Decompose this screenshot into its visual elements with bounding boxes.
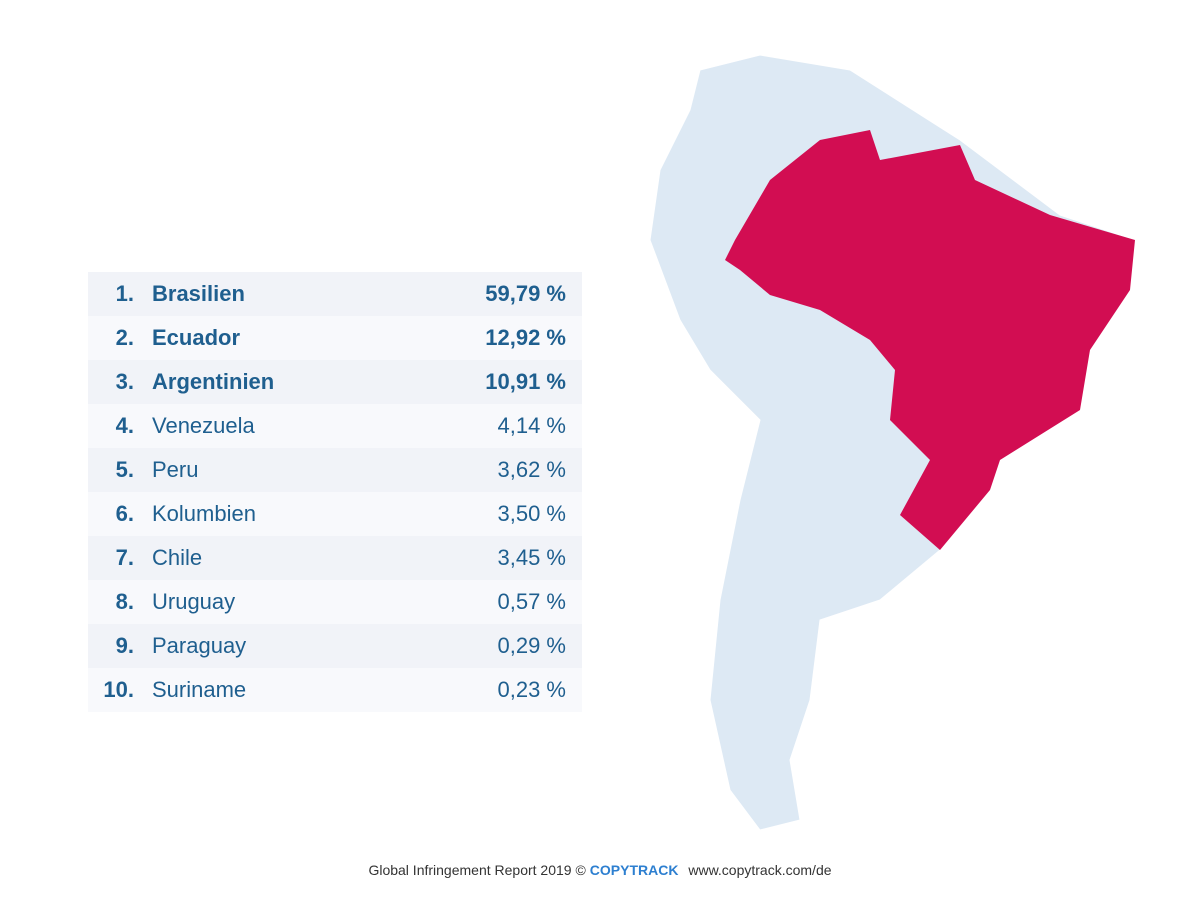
country: Kolumbien xyxy=(152,501,256,526)
share: 0,57 % xyxy=(497,589,567,614)
table-row: 8. Uruguay 0,57 % xyxy=(88,580,582,624)
share: 0,23 % xyxy=(497,677,567,702)
country: Chile xyxy=(152,545,203,570)
table-row: 5. Peru 3,62 % xyxy=(88,448,582,492)
country: Uruguay xyxy=(152,589,236,614)
table-row: 3. Argentinien 10,91 % xyxy=(88,360,582,404)
share: 10,91 % xyxy=(485,369,566,394)
rank: 9. xyxy=(115,633,134,658)
table-row: 4. Venezuela 4,14 % xyxy=(88,404,582,448)
copyright: © xyxy=(575,862,586,878)
footer: Global Infringement Report 2019 © COPYTRA… xyxy=(0,862,1200,878)
rank: 6. xyxy=(115,501,134,526)
rank: 10. xyxy=(103,677,134,702)
table-row: 10. Suriname 0,23 % xyxy=(88,668,582,712)
brazil xyxy=(725,130,1135,550)
rank: 2. xyxy=(115,325,134,350)
rank: 7. xyxy=(115,545,134,570)
rank: 1. xyxy=(115,281,134,306)
table-row: 7. Chile 3,45 % xyxy=(88,536,582,580)
table-row: 1. Brasilien 59,79 % xyxy=(88,272,582,316)
country: Brasilien xyxy=(152,281,245,306)
share: 59,79 % xyxy=(485,281,566,306)
share: 0,29 % xyxy=(497,633,567,658)
country: Peru xyxy=(152,457,199,482)
share: 4,14 % xyxy=(497,413,567,438)
report-name: Global Infringement Report 2019 xyxy=(368,862,572,878)
country: Venezuela xyxy=(152,413,255,438)
country: Ecuador xyxy=(152,325,241,350)
rank: 8. xyxy=(115,589,134,614)
rank: 4. xyxy=(115,413,134,438)
brand-logo: COPYTRACK xyxy=(589,862,679,878)
share: 12,92 % xyxy=(485,325,566,350)
table-row: 6. Kolumbien 3,50 % xyxy=(88,492,582,536)
rank: 3. xyxy=(115,369,134,394)
share: 3,62 % xyxy=(497,457,567,482)
table-row: 9. Paraguay 0,29 % xyxy=(88,624,582,668)
table-row: 2. Ecuador 12,92 % xyxy=(88,316,582,360)
share: 3,50 % xyxy=(497,501,567,526)
country: Suriname xyxy=(152,677,247,702)
share: 3,45 % xyxy=(497,545,567,570)
website: www.copytrack.com/de xyxy=(688,862,832,878)
country: Paraguay xyxy=(152,633,247,658)
rank: 5. xyxy=(115,457,134,482)
country: Argentinien xyxy=(152,369,275,394)
ranking-table: 1. Brasilien 59,79 % 2. Ecuador 12,92 % 3. Arge… xyxy=(88,272,582,712)
map xyxy=(649,54,1136,831)
